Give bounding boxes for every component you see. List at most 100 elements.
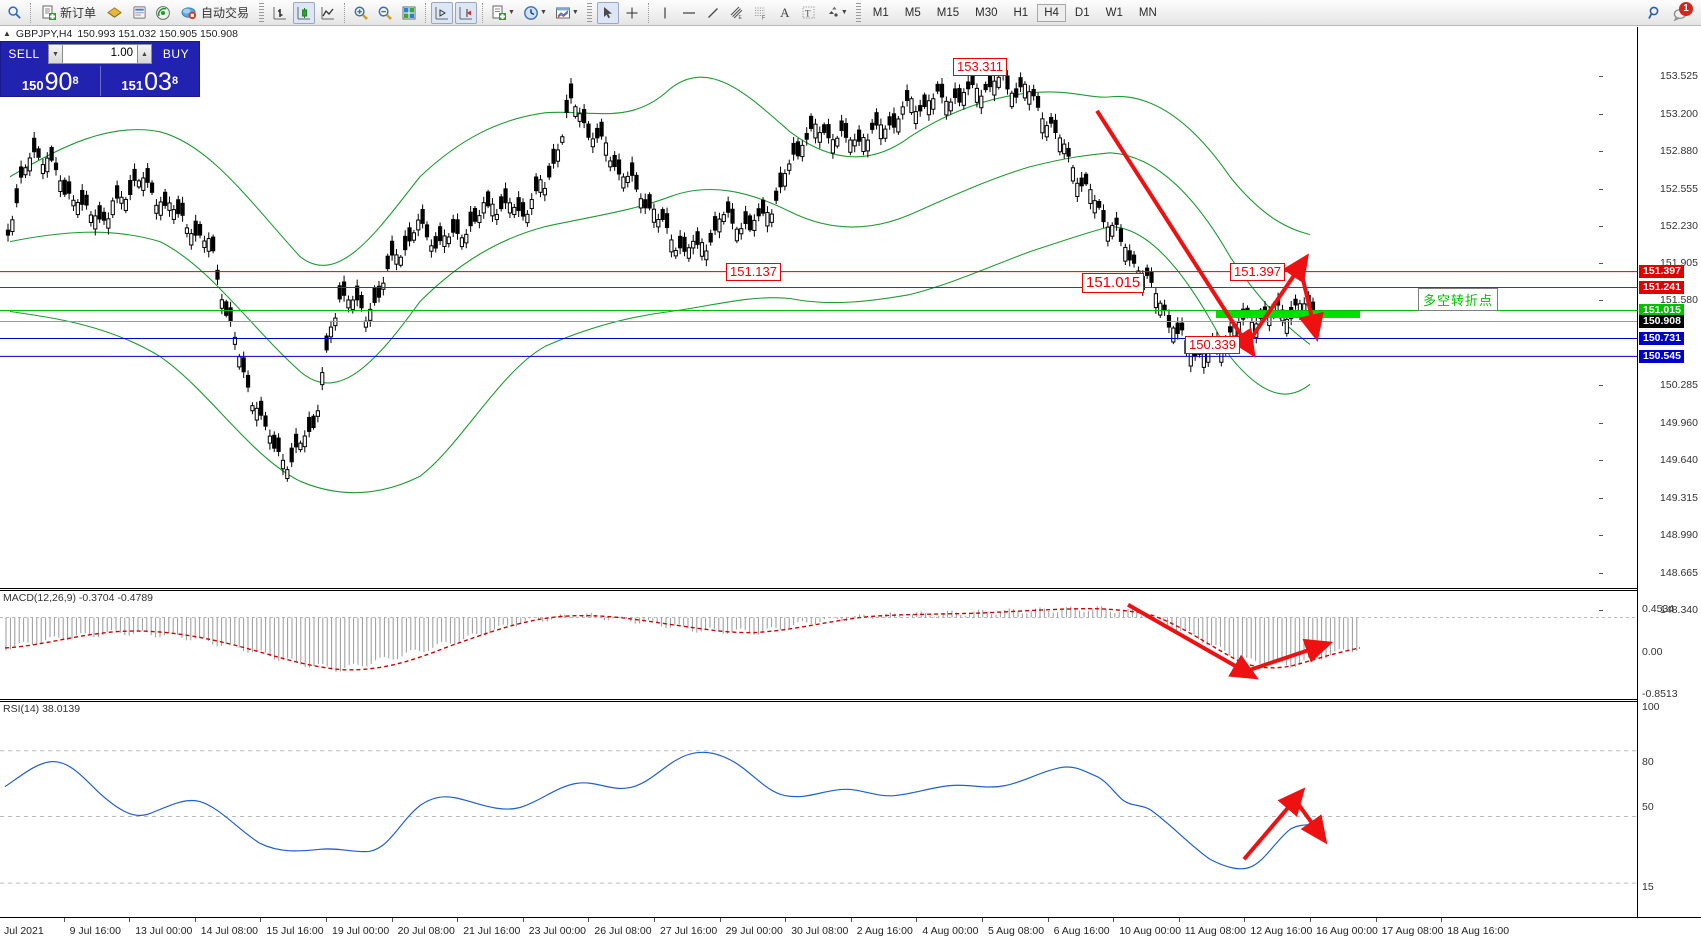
tick-mark — [1599, 300, 1604, 301]
price-callout-150339[interactable]: 150.339 — [1185, 336, 1240, 354]
rsi-label: RSI(14) 38.0139 — [3, 703, 81, 715]
time-tick: 13 Jul 00:00 — [135, 925, 193, 937]
time-tick: 20 Jul 08:00 — [397, 925, 455, 937]
price-callout-153311[interactable]: 153.311 — [953, 58, 1008, 76]
time-tick: 14 Jul 08:00 — [200, 925, 259, 937]
timeframe-mn[interactable]: MN — [1138, 6, 1157, 19]
price-tick: 149.315 — [1599, 493, 1698, 504]
periods-clock-icon[interactable]: ▼ — [520, 2, 550, 24]
rsi-pane[interactable]: RSI(14) 38.0139 — [0, 701, 1637, 917]
price-badge-level[interactable]: 150.545 — [1639, 350, 1684, 363]
time-tick: 18 Aug 16:00 — [1447, 925, 1510, 937]
zoom-in-icon[interactable] — [350, 2, 372, 24]
volume-stepper[interactable]: ▼ 1.00 ▲ — [48, 44, 152, 64]
sell-button[interactable]: SELL — [1, 42, 47, 66]
new-order-label: 新订单 — [60, 6, 97, 20]
crosshair-icon[interactable] — [621, 2, 643, 24]
chevron-down-icon[interactable]: ▼ — [571, 9, 579, 16]
toolbar-grip-3[interactable] — [855, 2, 861, 23]
spin-up-icon[interactable]: ▲ — [137, 44, 152, 64]
price-badge-resistance[interactable]: 151.241 — [1639, 281, 1684, 294]
time-axis[interactable]: Jul 2021 9 Jul 16:00 13 Jul 00:00 14 Jul 08… — [0, 917, 1701, 946]
macd-axis-tick: 0.00 — [1642, 646, 1663, 658]
one-click-trading-panel[interactable]: SELL ▼ 1.00 ▲ BUY 150 90 8 151 03 8 — [0, 41, 200, 97]
timeframe-d1[interactable]: D1 — [1074, 6, 1090, 19]
network-icon[interactable] — [152, 2, 174, 24]
auto-trading-button[interactable]: 自动交易 — [176, 2, 254, 24]
theme-icon[interactable] — [103, 2, 126, 24]
price-tick: 148.340 — [1599, 605, 1698, 616]
text-icon[interactable]: A — [774, 2, 796, 24]
price-callout-151397[interactable]: 151.397 — [1230, 263, 1285, 281]
price-badge-support[interactable]: 151.015 — [1639, 304, 1684, 317]
sell-price[interactable]: 150 90 8 — [1, 66, 100, 96]
zoom-out-icon[interactable] — [374, 2, 396, 24]
time-tick-mark — [588, 918, 590, 922]
terminal-icon[interactable] — [128, 2, 150, 24]
time-tick-mark — [457, 918, 459, 922]
macd-pane[interactable]: MACD(12,26,9) -0.3704 -0.4789 — [0, 590, 1637, 700]
time-tick: 27 Jul 16:00 — [660, 925, 718, 937]
candlestick-chart-icon[interactable] — [293, 1, 316, 24]
chart-shift-icon[interactable] — [431, 1, 454, 24]
cursor-arrow-icon[interactable] — [596, 1, 619, 24]
price-callout-151015[interactable]: 151.015 — [1082, 273, 1145, 293]
tile-windows-icon[interactable] — [398, 2, 420, 24]
svg-text:F: F — [762, 16, 765, 21]
time-tick-mark — [1113, 918, 1115, 922]
price-chart-pane[interactable]: 153.311 151.137 151.015 151.397 150.339 … — [0, 27, 1637, 589]
price-badge-resistance[interactable]: 151.397 — [1639, 265, 1684, 278]
chevron-down-icon[interactable]: ▼ — [508, 9, 515, 16]
price-callout-151137[interactable]: 151.137 — [726, 263, 781, 281]
timeframe-m30[interactable]: M30 — [975, 6, 998, 19]
price-tick: 152.555 — [1599, 184, 1698, 195]
timeframe-m1[interactable]: M1 — [872, 6, 889, 19]
svg-text:E: E — [738, 15, 742, 20]
fibonacci-icon[interactable]: F — [750, 2, 772, 24]
timeframe-m15[interactable]: M15 — [936, 6, 960, 19]
spin-down-icon[interactable]: ▼ — [48, 44, 63, 64]
templates-icon[interactable]: ▼ — [552, 2, 582, 24]
equidistant-channel-icon[interactable]: E — [726, 2, 748, 24]
chart-ohlc-values: 150.993 151.032 150.905 150.908 — [77, 27, 238, 40]
price-tick: 151.905 — [1599, 258, 1698, 269]
timeframe-w1[interactable]: W1 — [1105, 6, 1123, 19]
bar-chart-icon[interactable] — [269, 2, 291, 24]
tick-mark — [1599, 263, 1604, 264]
time-tick: 9 Jul 16:00 — [69, 925, 121, 937]
search-icon[interactable] — [1644, 2, 1666, 24]
horizontal-line-icon[interactable] — [678, 2, 700, 24]
buy-button[interactable]: BUY — [153, 42, 199, 66]
new-order-button[interactable]: 新订单 — [36, 2, 101, 24]
notifications-icon[interactable]: 1 — [1668, 1, 1694, 24]
volume-input[interactable]: 1.00 — [63, 44, 137, 64]
price-badge-level[interactable]: 150.731 — [1639, 332, 1684, 345]
chevron-down-icon[interactable]: ▼ — [539, 9, 547, 16]
auto-scroll-icon[interactable] — [455, 1, 478, 24]
time-tick-mark — [326, 918, 327, 922]
price-tick: 149.640 — [1599, 455, 1698, 466]
indicators-icon[interactable]: ▼ — [488, 2, 518, 24]
objects-icon[interactable]: ▼ — [822, 2, 851, 24]
trendline-icon[interactable] — [702, 2, 724, 24]
text-label-icon[interactable]: T — [798, 2, 820, 24]
price-tick: 152.230 — [1599, 221, 1698, 232]
tick-mark — [1599, 385, 1604, 386]
buy-price[interactable]: 151 03 8 — [99, 66, 200, 96]
collapse-triangle-icon[interactable]: ▲ — [3, 29, 11, 38]
tick-mark — [1599, 610, 1604, 611]
toolbar-grip-2[interactable] — [586, 2, 592, 23]
chevron-down-icon[interactable]: ▼ — [840, 9, 848, 16]
vertical-line-icon[interactable] — [654, 2, 676, 24]
toolbar-overflow-left[interactable] — [3, 2, 25, 24]
timeframe-m5[interactable]: M5 — [904, 6, 921, 19]
time-tick-mark — [719, 918, 721, 922]
toolbar-grip[interactable] — [259, 2, 265, 23]
price-axis[interactable]: 153.525 153.200 152.880 152.555 152.230 151.9… — [1599, 27, 1701, 917]
turning-point-note[interactable]: 多空转折点 — [1418, 288, 1499, 311]
time-tick: 19 Jul 00:00 — [332, 925, 390, 937]
timeframe-h1[interactable]: H1 — [1013, 6, 1029, 19]
timeframe-h4[interactable]: H4 — [1037, 3, 1066, 22]
price-badge-last-price[interactable]: 150.908 — [1639, 315, 1684, 328]
line-chart-icon[interactable] — [317, 2, 339, 24]
